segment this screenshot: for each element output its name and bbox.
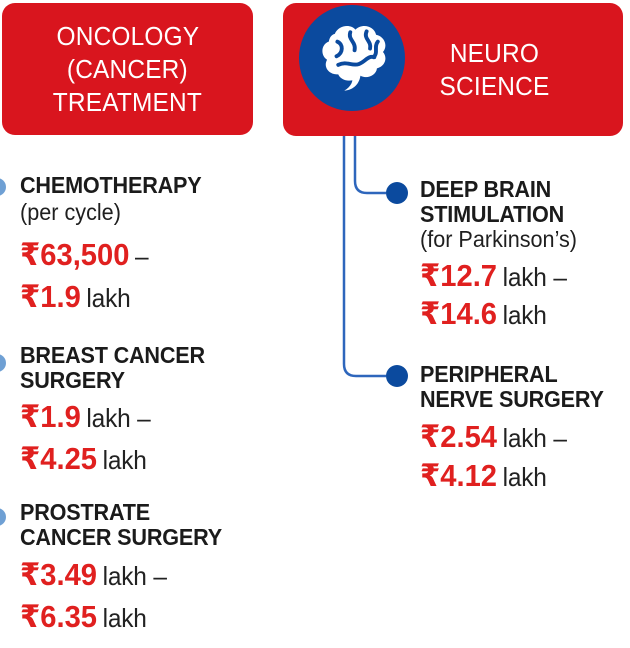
- price-line: ₹1.9 lakh: [20, 280, 131, 315]
- price-line: ₹2.54 lakh –: [420, 420, 567, 455]
- price-value: ₹6.35: [20, 599, 97, 634]
- item-title-deep-brain-line2: STIMULATION: [420, 201, 565, 227]
- item-title-chemotherapy: CHEMOTHERAPY: [20, 172, 202, 198]
- price-unit: lakh: [502, 300, 547, 330]
- price-value: ₹63,500: [20, 237, 130, 272]
- item-title-peripheral-nerve-line2: NERVE SURGERY: [420, 386, 604, 412]
- price-line: ₹14.6 lakh: [420, 297, 547, 332]
- price-value: ₹4.25: [20, 441, 97, 476]
- price-unit: lakh –: [102, 561, 167, 591]
- price-value: ₹12.7: [420, 258, 497, 293]
- item-title-breast-cancer: BREAST CANCER: [20, 342, 205, 368]
- price-unit: lakh: [502, 462, 547, 492]
- price-line: ₹3.49 lakh –: [20, 558, 167, 593]
- brain-badge: [299, 5, 405, 111]
- price-line: ₹6.35 lakh: [20, 600, 147, 635]
- item-subtitle-chemotherapy: (per cycle): [20, 199, 121, 225]
- price-unit: –: [135, 241, 149, 271]
- branch-line-peripheral-nerve: [342, 136, 386, 378]
- bullet-chemotherapy: [0, 178, 6, 196]
- item-title-prostrate-cancer: PROSTRATE: [20, 499, 151, 525]
- neuroscience-header-line: SCIENCE: [439, 70, 549, 101]
- oncology-header-panel: ONCOLOGY (CANCER) TREATMENT: [2, 3, 253, 135]
- oncology-header-line: (CANCER): [67, 53, 188, 84]
- item-title-deep-brain: DEEP BRAIN: [420, 176, 552, 202]
- price-unit: lakh: [102, 603, 147, 633]
- price-line: ₹12.7 lakh –: [420, 259, 567, 294]
- bullet-prostrate-cancer: [0, 508, 6, 526]
- branch-dot-peripheral-nerve: [386, 365, 408, 387]
- price-unit: lakh –: [502, 423, 567, 453]
- brain-icon: [322, 25, 386, 91]
- neuroscience-header-line: NEURO: [449, 37, 539, 68]
- price-value: ₹3.49: [20, 557, 97, 592]
- price-value: ₹1.9: [20, 399, 81, 434]
- price-line: ₹4.12 lakh: [420, 459, 547, 494]
- price-unit: lakh: [86, 283, 131, 313]
- oncology-header-line: ONCOLOGY: [56, 20, 199, 51]
- price-value: ₹1.9: [20, 279, 81, 314]
- price-line: ₹63,500–: [20, 237, 149, 273]
- item-subtitle-deep-brain: (for Parkinson’s): [420, 226, 578, 252]
- branch-dot-deep-brain: [386, 182, 408, 204]
- price-value: ₹4.12: [420, 458, 497, 493]
- item-title-breast-cancer-line2: SURGERY: [20, 367, 125, 393]
- price-unit: lakh –: [502, 262, 567, 292]
- branch-line-deep-brain: [353, 136, 386, 195]
- neuroscience-header-title: NEURO SCIENCE: [405, 3, 583, 136]
- oncology-header-line: TREATMENT: [52, 86, 203, 117]
- price-line: ₹1.9 lakh –: [20, 400, 151, 435]
- price-value: ₹14.6: [420, 296, 497, 331]
- price-unit: lakh –: [86, 403, 151, 433]
- item-title-peripheral-nerve: PERIPHERAL: [420, 361, 558, 387]
- price-line: ₹4.25 lakh: [20, 442, 147, 477]
- item-title-prostrate-cancer-line2: CANCER SURGERY: [20, 524, 222, 550]
- price-value: ₹2.54: [420, 419, 497, 454]
- bullet-breast-cancer: [0, 354, 6, 372]
- price-unit: lakh: [102, 445, 147, 475]
- neuroscience-header-panel: NEURO SCIENCE: [283, 3, 623, 136]
